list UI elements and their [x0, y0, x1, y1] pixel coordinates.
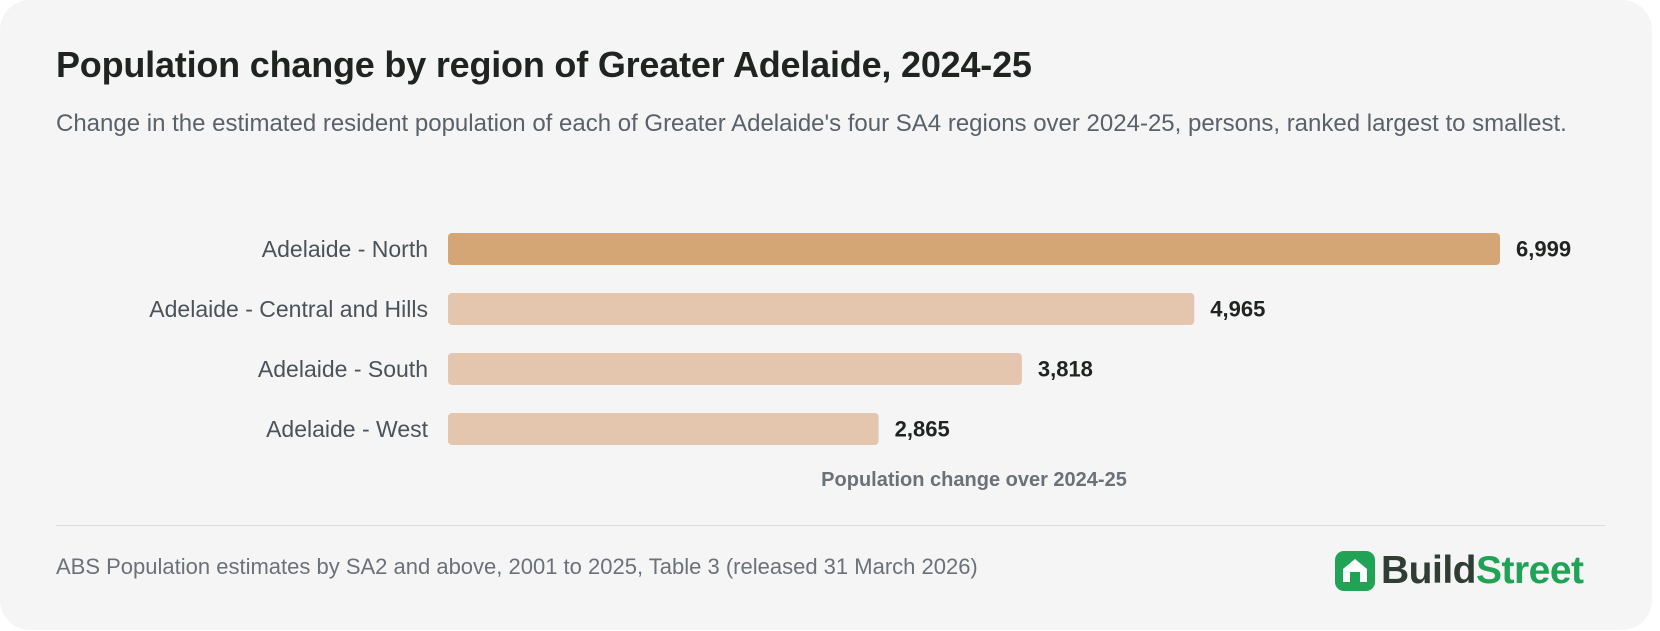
- value-label: 2,865: [895, 417, 950, 442]
- logo-wordmark: BuildStreet: [1381, 549, 1584, 593]
- logo-text-street: Street: [1475, 549, 1584, 592]
- bar: [448, 413, 879, 445]
- chart-subtitle: Change in the estimated resident populat…: [56, 110, 1567, 137]
- category-label: Adelaide - West: [266, 416, 429, 442]
- category-label: Adelaide - South: [258, 356, 428, 382]
- category-label: Adelaide - North: [262, 236, 428, 262]
- house-icon: [1335, 551, 1375, 591]
- footer-divider: [56, 525, 1605, 526]
- chart-title: Population change by region of Greater A…: [56, 44, 1032, 85]
- category-label: Adelaide - Central and Hills: [149, 296, 428, 322]
- value-label: 4,965: [1210, 297, 1265, 322]
- value-label: 6,999: [1516, 237, 1571, 262]
- source-note: ABS Population estimates by SA2 and abov…: [56, 554, 978, 579]
- x-axis-label: Population change over 2024-25: [821, 469, 1127, 491]
- bar: [448, 353, 1022, 385]
- bar: [448, 293, 1195, 325]
- value-label: 3,818: [1038, 357, 1093, 382]
- bar-chart: Adelaide - North 6,999 Adelaide - Central …: [149, 233, 1571, 491]
- buildstreet-logo: BuildStreet: [1335, 549, 1584, 593]
- bar: [448, 233, 1500, 265]
- logo-text-build: Build: [1381, 549, 1476, 592]
